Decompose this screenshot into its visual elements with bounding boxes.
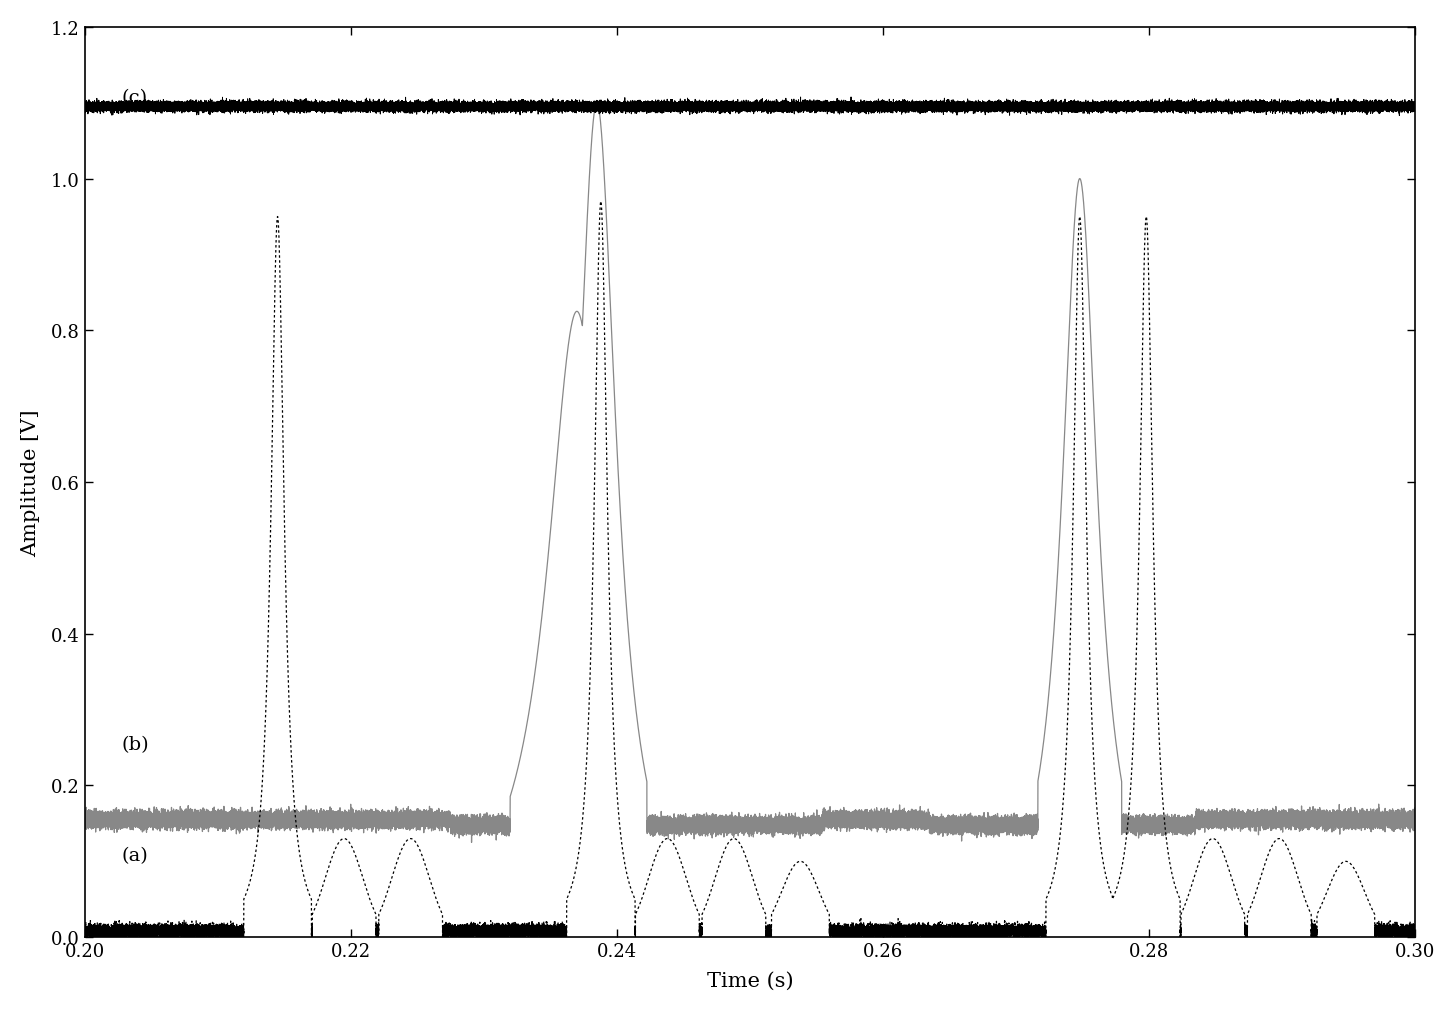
Text: (c): (c) xyxy=(122,89,149,106)
Y-axis label: Amplitude [V]: Amplitude [V] xyxy=(20,408,39,556)
X-axis label: Time (s): Time (s) xyxy=(706,972,794,990)
Text: (b): (b) xyxy=(122,735,150,753)
Text: (a): (a) xyxy=(122,846,149,864)
